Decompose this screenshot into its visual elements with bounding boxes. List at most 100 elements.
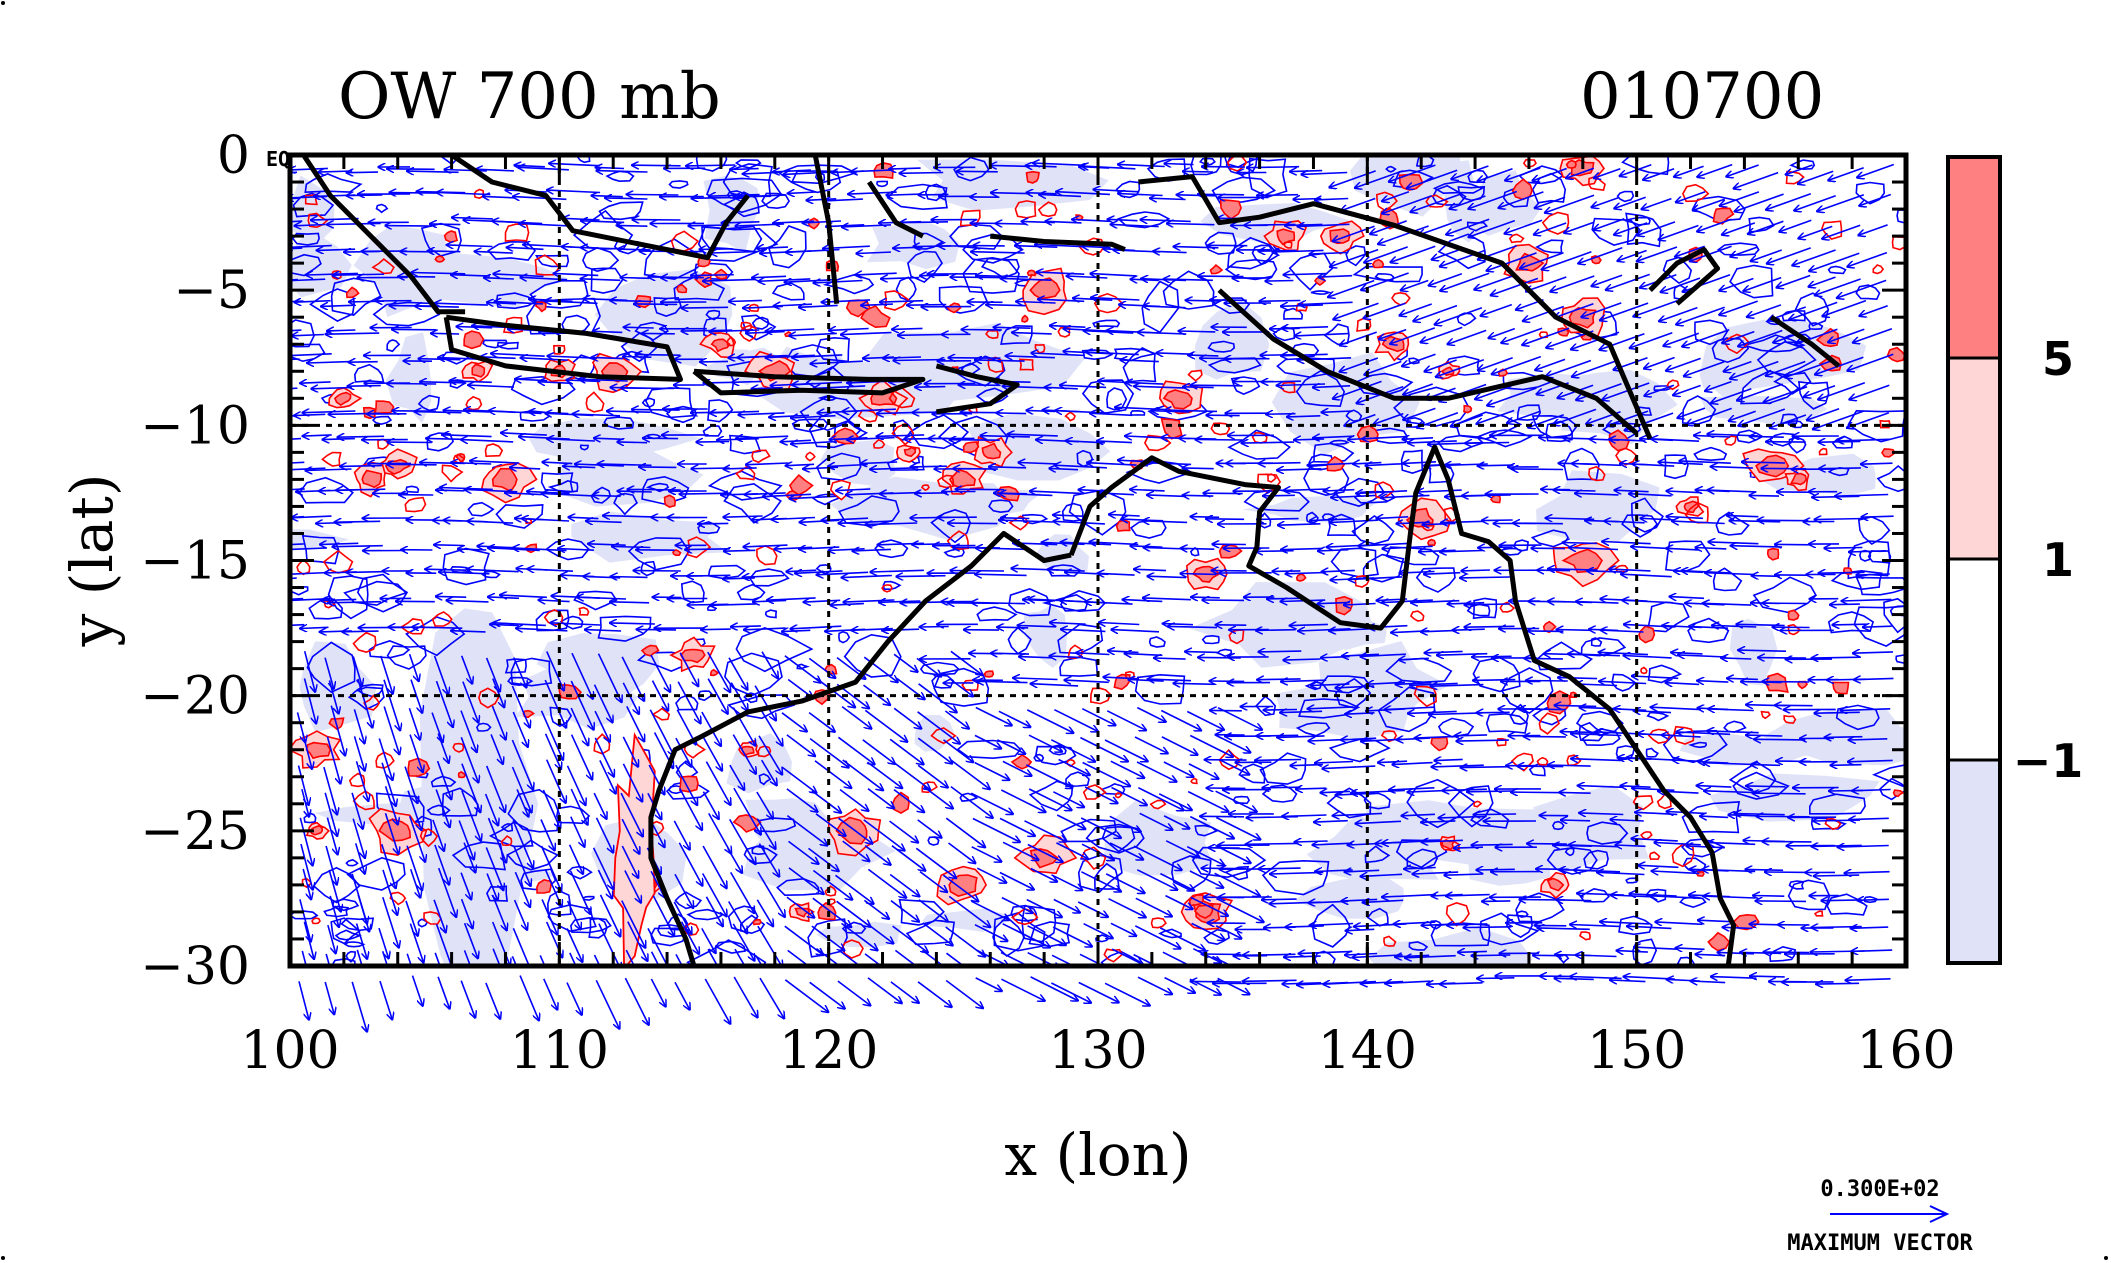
wind-vector	[1822, 299, 1867, 317]
negative-contour	[1007, 626, 1032, 655]
wind-vector	[1108, 897, 1146, 918]
wind-vector	[1118, 194, 1163, 196]
negative-contour	[323, 905, 350, 918]
positive-contour	[888, 386, 916, 409]
wind-vector	[1753, 793, 1806, 794]
negative-contour	[1485, 712, 1528, 734]
negative-contour	[547, 903, 597, 933]
negative-contour	[1406, 848, 1438, 870]
negative-contour	[1191, 846, 1267, 879]
wind-vector	[1678, 407, 1706, 418]
negative-contour	[1437, 233, 1486, 270]
wind-vector	[1846, 979, 1891, 981]
wind-vector	[970, 792, 1013, 814]
coastline	[1648, 247, 1720, 306]
wind-vector	[1634, 711, 1672, 713]
negative-contour	[1530, 529, 1569, 548]
negative-contour	[1470, 808, 1510, 829]
wind-vector	[1121, 360, 1159, 362]
positive-vortex-core	[333, 391, 352, 407]
wind-vector	[890, 981, 919, 1003]
positive-contour	[1193, 904, 1214, 919]
wind-vector	[518, 167, 569, 170]
wind-vector	[1749, 495, 1780, 496]
negative-contour	[451, 841, 506, 871]
wind-vector	[881, 278, 920, 279]
negative-contour	[1789, 159, 1816, 171]
wind-vector	[409, 868, 421, 897]
wind-vector	[1429, 713, 1483, 715]
y-tick-label: 0	[217, 126, 250, 186]
wind-vector	[1819, 468, 1861, 469]
wind-vector	[307, 362, 351, 363]
wind-vector	[953, 469, 998, 470]
negative-contour	[405, 616, 466, 657]
negative-contour	[1855, 181, 1886, 205]
wind-vector	[337, 436, 385, 437]
wind-vector	[702, 791, 718, 819]
negative-contour	[475, 722, 492, 732]
wind-vector	[1472, 844, 1513, 845]
wind-vector	[1364, 302, 1406, 318]
wind-vector	[698, 523, 729, 524]
negative-contour	[1199, 157, 1216, 166]
positive-contour	[1113, 673, 1131, 691]
wind-vector	[1110, 922, 1136, 936]
negative-contour	[680, 580, 705, 604]
negative-contour	[496, 341, 519, 350]
wind-vector	[442, 435, 492, 437]
wind-vector	[634, 304, 678, 305]
wind-vector	[581, 248, 625, 250]
negative-contour	[1712, 567, 1743, 592]
positive-contour	[423, 911, 442, 925]
wind-vector	[863, 899, 889, 919]
negative-contour	[976, 606, 1018, 622]
negative-contour	[1472, 656, 1521, 693]
wind-vector	[918, 194, 949, 195]
negative-contour	[605, 170, 635, 183]
wind-vector	[1482, 901, 1511, 902]
wind-vector	[336, 489, 386, 490]
positive-contour	[585, 391, 605, 413]
wind-vector	[1143, 598, 1191, 600]
wind-vector	[1695, 548, 1727, 549]
wind-vector	[1050, 326, 1086, 328]
wind-vector	[1831, 765, 1862, 766]
wind-vector	[1437, 654, 1488, 656]
wind-vector	[1259, 301, 1301, 302]
wind-vector	[1183, 468, 1214, 469]
wind-vector	[1524, 736, 1566, 737]
negative-contour	[347, 686, 385, 711]
wind-vector	[1634, 947, 1678, 949]
negative-contour	[1304, 681, 1322, 691]
negative-contour	[705, 309, 721, 321]
wind-vector	[1400, 303, 1432, 316]
wind-vector	[1857, 163, 1895, 178]
wind-vector	[1671, 652, 1703, 654]
negative-contour	[1295, 369, 1346, 408]
positive-contour	[1430, 736, 1449, 752]
positive-contour	[1218, 544, 1243, 559]
negative-contour	[1059, 656, 1099, 677]
negative-contour	[1385, 657, 1453, 684]
positive-contour	[578, 606, 590, 616]
wind-vector	[1750, 436, 1784, 437]
wind-vector	[420, 382, 465, 383]
wind-vector	[1478, 465, 1514, 466]
wind-vector	[1282, 815, 1327, 816]
wind-vector	[1296, 788, 1327, 789]
negative-contour	[1385, 165, 1397, 173]
negative-contour	[345, 950, 357, 963]
wind-vector	[1111, 630, 1160, 632]
negative-contour	[1400, 449, 1424, 474]
positive-contour	[348, 772, 366, 788]
negative-contour	[1216, 648, 1233, 658]
wind-vector	[1026, 193, 1057, 194]
wind-vector	[799, 305, 838, 307]
negative-contour	[771, 282, 805, 301]
wind-vector	[1691, 981, 1726, 983]
wind-vector	[650, 654, 670, 692]
negative-contour	[1896, 209, 1906, 224]
wind-vector	[290, 358, 300, 361]
